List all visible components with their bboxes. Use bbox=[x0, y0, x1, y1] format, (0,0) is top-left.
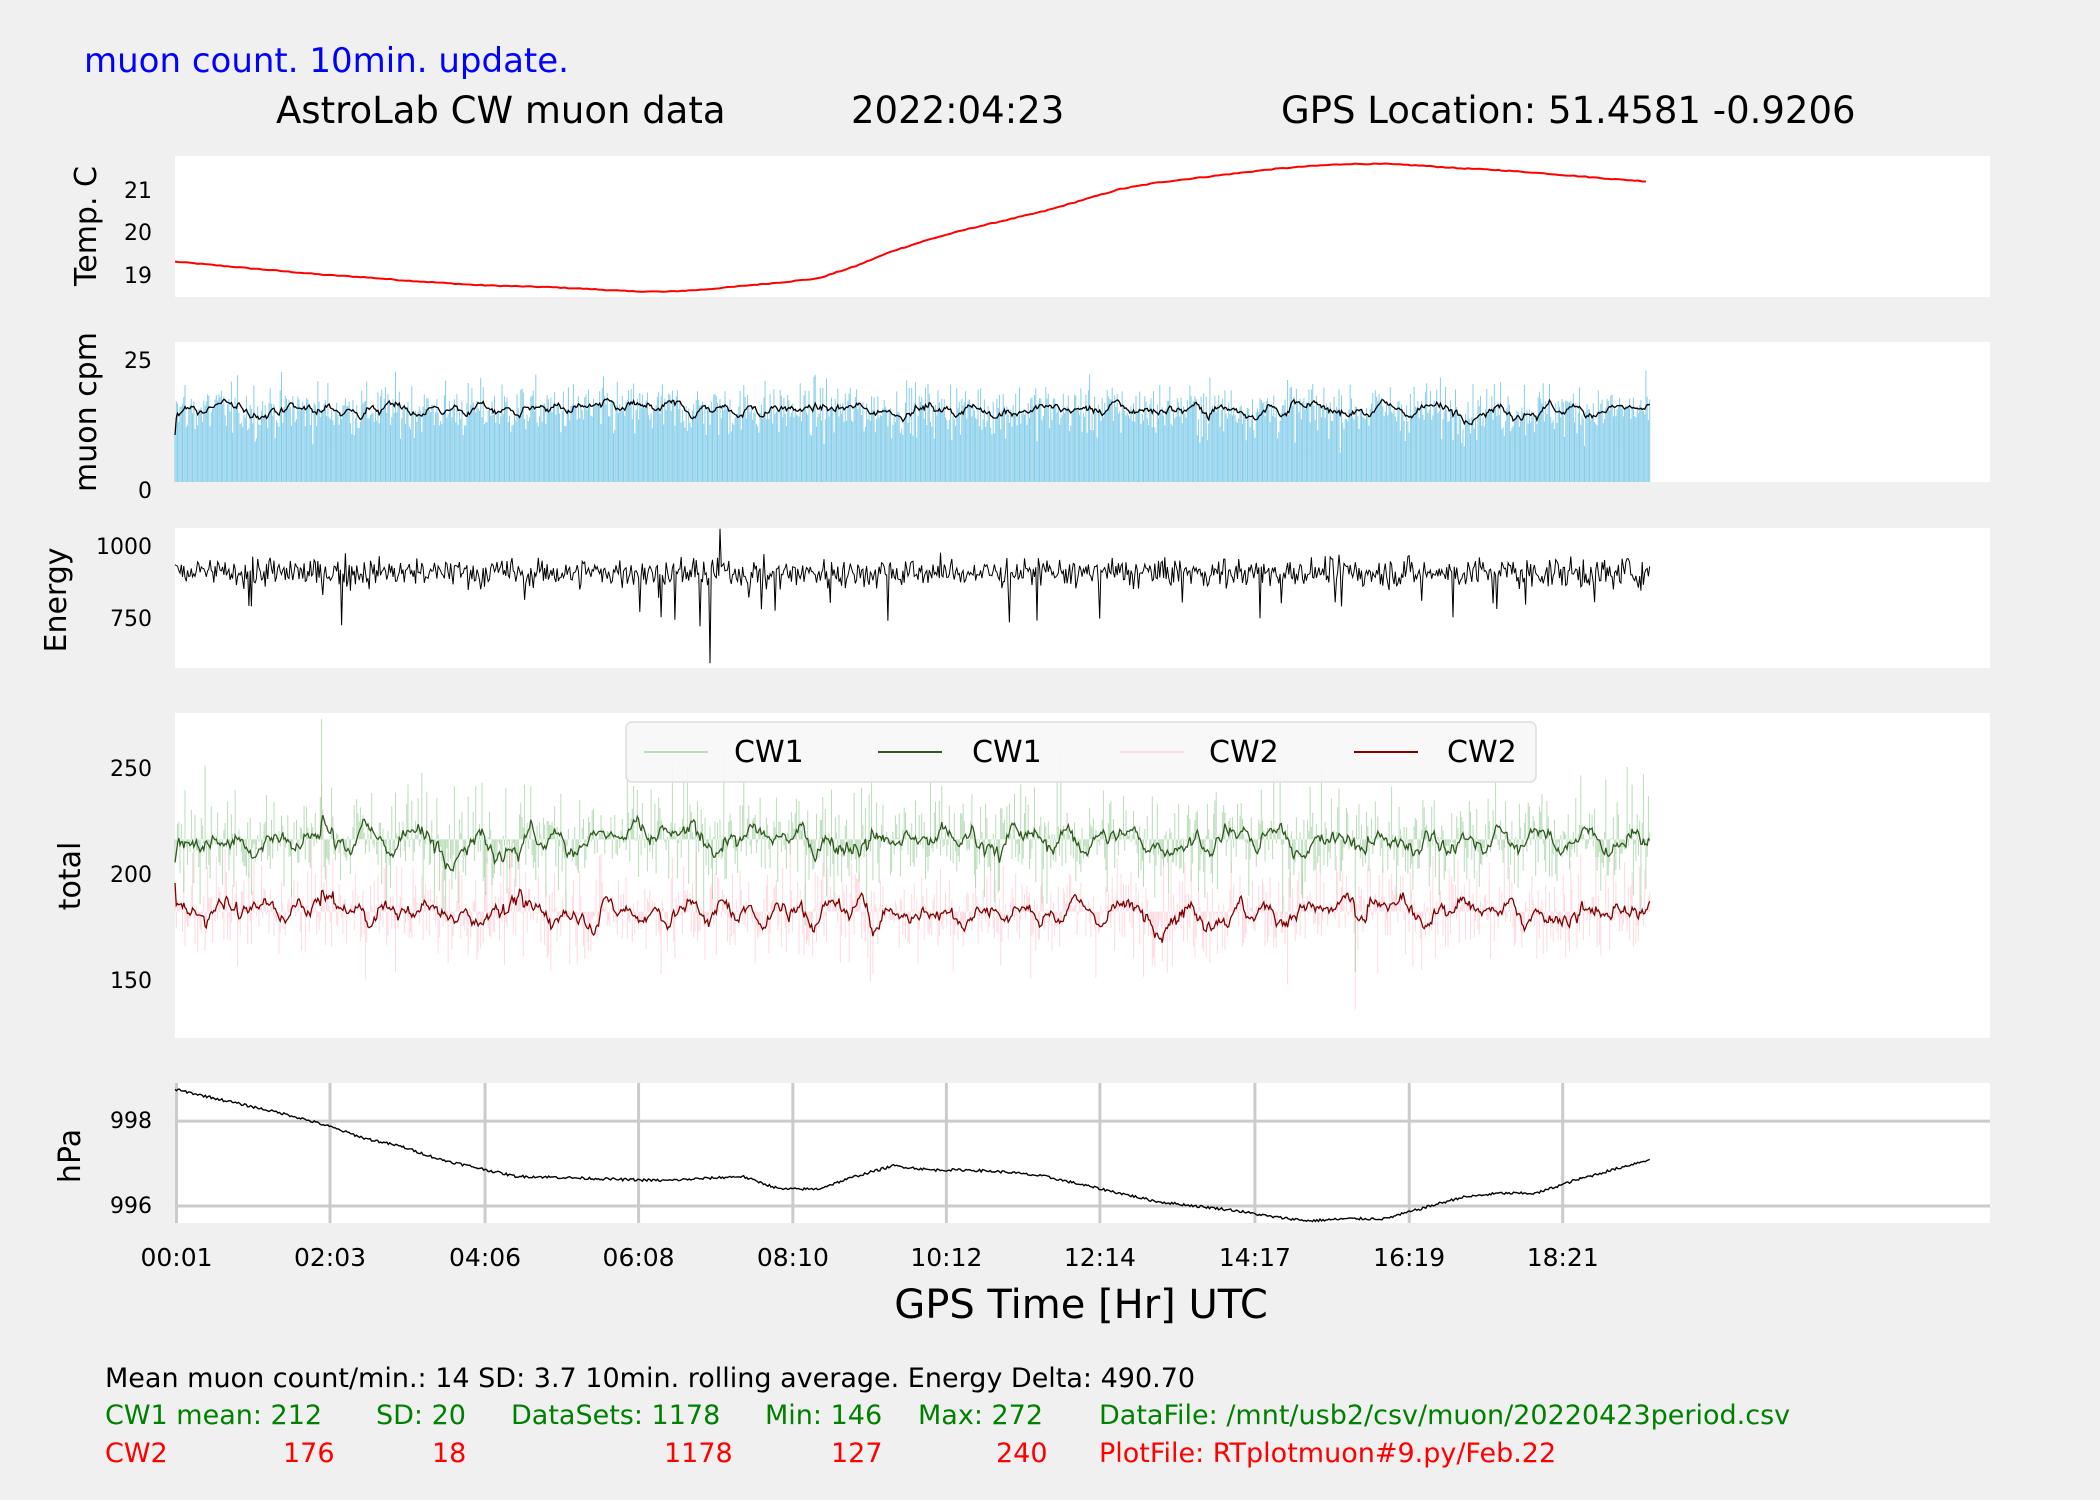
x-tick-label-9: 18:21 bbox=[1527, 1243, 1599, 1272]
chart-title: AstroLab CW muon data bbox=[276, 89, 726, 132]
pressure-ytick-996: 996 bbox=[110, 1194, 152, 1219]
cw1-average-line bbox=[174, 814, 1651, 872]
stats-datafile: DataFile: /mnt/usb2/csv/muon/20220423per… bbox=[1099, 1400, 1790, 1431]
temperature-panel: Temp. C 21 20 19 bbox=[69, 156, 1990, 297]
energy-panel-bg bbox=[175, 528, 1990, 668]
pressure-ytick-998: 998 bbox=[110, 1109, 152, 1134]
stats-cw2-datasets: 1178 bbox=[664, 1438, 733, 1469]
stats-footer: Mean muon count/min.: 14 SD: 3.7 10min. … bbox=[105, 1363, 1790, 1469]
stats-cw1-datasets: DataSets: 1178 bbox=[511, 1400, 720, 1431]
total-ytick-200: 200 bbox=[110, 863, 152, 888]
x-tick-label-2: 04:06 bbox=[449, 1243, 521, 1272]
x-tick-label-1: 02:03 bbox=[294, 1243, 366, 1272]
stats-cw2-max: 240 bbox=[996, 1438, 1048, 1469]
pressure-line bbox=[174, 1088, 1650, 1223]
temperature-panel-bg bbox=[175, 156, 1990, 297]
muon-panel: muon cpm 25 0 bbox=[69, 332, 1990, 504]
stats-cw2-min: 127 bbox=[831, 1438, 883, 1469]
total-ytick-150: 150 bbox=[110, 969, 152, 994]
update-note: muon count. 10min. update. bbox=[84, 41, 569, 81]
legend-cw2-avg-label: CW2 bbox=[1447, 735, 1517, 770]
muon-rolling-average-line bbox=[174, 397, 1651, 436]
total-ylabel: total bbox=[53, 842, 88, 911]
stats-cw2-mean: 176 bbox=[283, 1438, 335, 1469]
stats-cw1-min: Min: 146 bbox=[765, 1400, 882, 1431]
total-ytick-250: 250 bbox=[110, 757, 152, 782]
stats-cw1-mean: CW1 mean: 212 bbox=[105, 1400, 322, 1431]
temperature-ytick-19: 19 bbox=[124, 264, 152, 289]
gps-location: GPS Location: 51.4581 -0.9206 bbox=[1281, 89, 1856, 132]
chart-date: 2022:04:23 bbox=[851, 89, 1064, 132]
temperature-line bbox=[174, 162, 1646, 293]
stats-line-muon: Mean muon count/min.: 14 SD: 3.7 10min. … bbox=[105, 1363, 1195, 1394]
muon-ytick-0: 0 bbox=[138, 479, 152, 504]
stats-cw2-sd: 18 bbox=[432, 1438, 466, 1469]
muon-bars bbox=[174, 370, 1651, 482]
total-legend: CW1 CW1 CW2 CW2 bbox=[625, 721, 1537, 783]
muon-ylabel: muon cpm bbox=[69, 332, 104, 492]
legend-box bbox=[625, 721, 1537, 783]
x-tick-label-0: 00:01 bbox=[140, 1243, 212, 1272]
x-tick-label-6: 12:14 bbox=[1064, 1243, 1136, 1272]
temperature-ylabel: Temp. C bbox=[69, 166, 104, 287]
x-axis-ticks: 00:01 02:03 04:06 06:08 08:10 10:12 12:14 14:17… bbox=[140, 1243, 1598, 1272]
stats-cw1-max: Max: 272 bbox=[918, 1400, 1043, 1431]
x-tick-label-5: 10:12 bbox=[910, 1243, 982, 1272]
pressure-panel-bg bbox=[175, 1083, 1990, 1223]
temperature-ytick-21: 21 bbox=[124, 179, 152, 204]
stats-cw2-name: CW2 bbox=[105, 1438, 168, 1469]
x-axis-label: GPS Time [Hr] UTC bbox=[894, 1282, 1268, 1328]
x-tick-label-7: 14:17 bbox=[1219, 1243, 1291, 1272]
legend-cw1-avg-label: CW1 bbox=[972, 735, 1042, 770]
energy-panel: Energy 1000 750 bbox=[39, 528, 1990, 668]
stats-cw1-sd: SD: 20 bbox=[376, 1400, 466, 1431]
cw2-raw-line bbox=[174, 783, 1651, 1010]
total-panel: total 250 200 150 CW1 CW1 CW2 CW2 bbox=[53, 713, 1990, 1038]
pressure-panel: hPa 998 996 bbox=[53, 1083, 1990, 1223]
muon-ytick-25: 25 bbox=[124, 349, 152, 374]
legend-cw2-raw-label: CW2 bbox=[1209, 735, 1279, 770]
x-tick-label-3: 06:08 bbox=[603, 1243, 675, 1272]
temperature-ytick-20: 20 bbox=[124, 221, 152, 246]
legend-cw1-raw-label: CW1 bbox=[734, 735, 804, 770]
stats-plotfile: PlotFile: RTplotmuon#9.py/Feb.22 bbox=[1099, 1438, 1556, 1469]
pressure-ylabel: hPa bbox=[53, 1129, 88, 1183]
energy-ytick-750: 750 bbox=[110, 607, 152, 632]
cw2-average-line bbox=[174, 882, 1651, 943]
x-tick-label-4: 08:10 bbox=[757, 1243, 829, 1272]
x-tick-label-8: 16:19 bbox=[1373, 1243, 1445, 1272]
energy-ylabel: Energy bbox=[39, 547, 74, 652]
energy-line bbox=[174, 528, 1651, 664]
energy-ytick-1000: 1000 bbox=[96, 535, 152, 560]
